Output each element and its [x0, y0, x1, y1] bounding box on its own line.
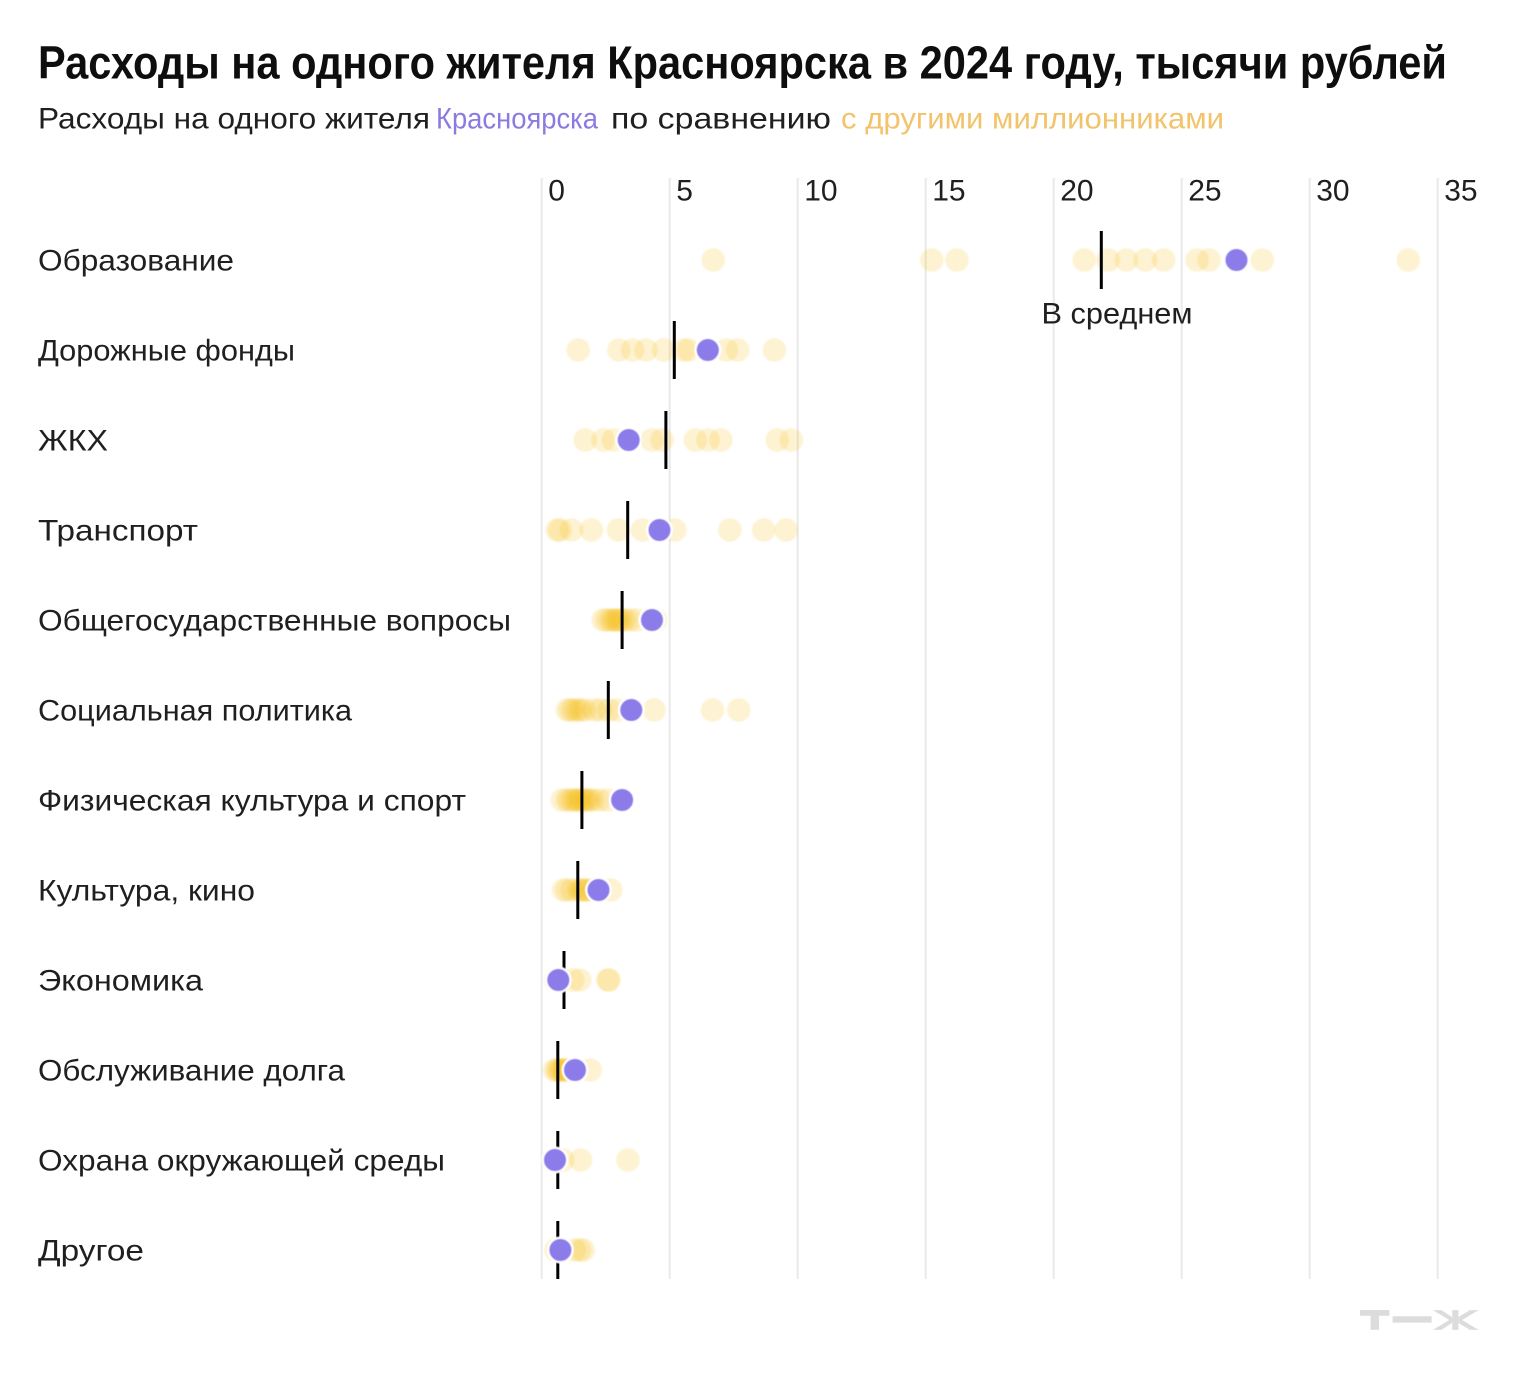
- svg-text:30: 30: [1316, 175, 1349, 208]
- svg-text:Дорожные фонды: Дорожные фонды: [38, 334, 295, 367]
- svg-text:по сравнению: по сравнению: [611, 103, 831, 136]
- svg-text:25: 25: [1188, 175, 1221, 208]
- svg-text:Культура, кино: Культура, кино: [38, 874, 255, 907]
- svg-text:Другое: Другое: [38, 1234, 144, 1267]
- svg-text:Обслуживание долга: Обслуживание долга: [38, 1054, 345, 1087]
- svg-text:10: 10: [804, 175, 837, 208]
- svg-text:5: 5: [676, 175, 693, 208]
- svg-text:15: 15: [932, 175, 965, 208]
- svg-text:Экономика: Экономика: [38, 964, 203, 997]
- svg-text:с другими миллионниками: с другими миллионниками: [841, 103, 1224, 136]
- svg-text:Охрана окружающей среды: Охрана окружающей среды: [38, 1144, 445, 1177]
- svg-text:35: 35: [1444, 175, 1477, 208]
- svg-text:В среднем: В среднем: [1042, 297, 1193, 330]
- svg-text:Социальная политика: Социальная политика: [38, 694, 352, 727]
- svg-text:Расходы на одного жителя: Расходы на одного жителя: [38, 103, 430, 136]
- svg-text:20: 20: [1060, 175, 1093, 208]
- svg-text:Расходы на одного жителя Красн: Расходы на одного жителя Красноярска в 2…: [38, 36, 1447, 88]
- svg-text:0: 0: [548, 175, 565, 208]
- svg-text:Транспорт: Транспорт: [38, 514, 198, 547]
- svg-text:Физическая культура и спорт: Физическая культура и спорт: [38, 784, 466, 817]
- svg-text:Общегосударственные вопросы: Общегосударственные вопросы: [38, 604, 511, 637]
- svg-text:Красноярска: Красноярска: [436, 103, 598, 136]
- svg-text:ЖКХ: ЖКХ: [38, 424, 108, 457]
- svg-text:Образование: Образование: [38, 244, 234, 277]
